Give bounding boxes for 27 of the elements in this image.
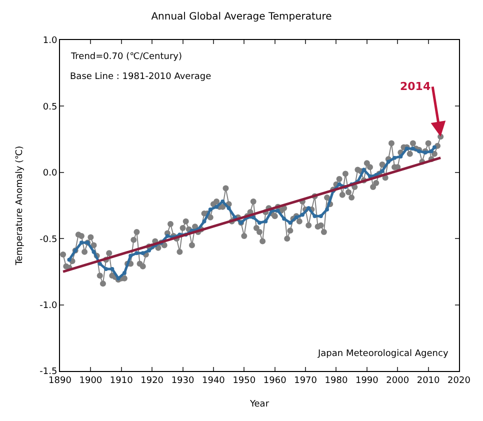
annotation: Trend=0.70 (℃/Century) [70, 52, 182, 62]
y-tick-label: -1.0 [40, 300, 58, 311]
annotation: Base Line : 1981-2010 Average [70, 72, 212, 82]
x-tick-label: 1970 [294, 376, 318, 386]
y-axis-title: Temperature Anomaly (℃) [14, 146, 25, 266]
x-tick-label: 1930 [171, 376, 194, 386]
annotation: 2014 [400, 80, 431, 93]
y-tick-label: 0.0 [42, 168, 58, 179]
y-tick-label: -0.5 [40, 234, 58, 245]
y-tick-label: 1.0 [42, 36, 58, 46]
x-tick-label: 1940 [202, 376, 226, 386]
y-tick-label: 0.5 [42, 102, 58, 112]
x-tick-label: 2020 [448, 376, 471, 386]
x-tick-label: 2000 [386, 376, 410, 386]
annotation: Japan Meteorological Agency [317, 349, 449, 359]
x-tick-label: 1920 [140, 376, 164, 386]
chart-title: Annual Global Average Temperature [151, 12, 332, 23]
x-tick-label: 1980 [324, 376, 348, 386]
x-tick-label: 1890 [48, 376, 72, 386]
x-tick-label: 1960 [263, 376, 287, 386]
x-tick-label: 1950 [232, 376, 256, 386]
x-tick-label: 1990 [355, 376, 379, 386]
x-axis-title: Year [248, 400, 270, 410]
x-tick-label: 1900 [79, 376, 102, 386]
y-tick-label: -1.5 [40, 367, 58, 378]
x-tick-label: 1910 [110, 376, 134, 386]
x-tick-label: 2010 [416, 376, 440, 386]
